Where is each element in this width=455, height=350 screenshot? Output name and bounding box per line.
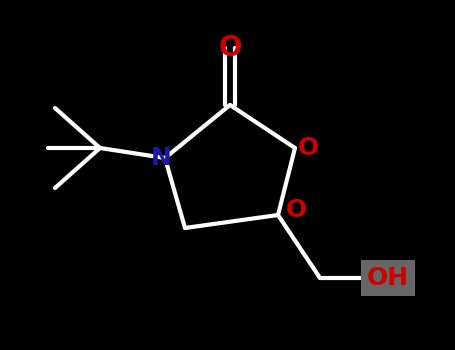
Text: O: O [218, 34, 242, 62]
Text: O: O [285, 198, 307, 222]
Text: O: O [298, 136, 318, 160]
Text: OH: OH [367, 266, 409, 290]
Text: N: N [151, 146, 172, 170]
